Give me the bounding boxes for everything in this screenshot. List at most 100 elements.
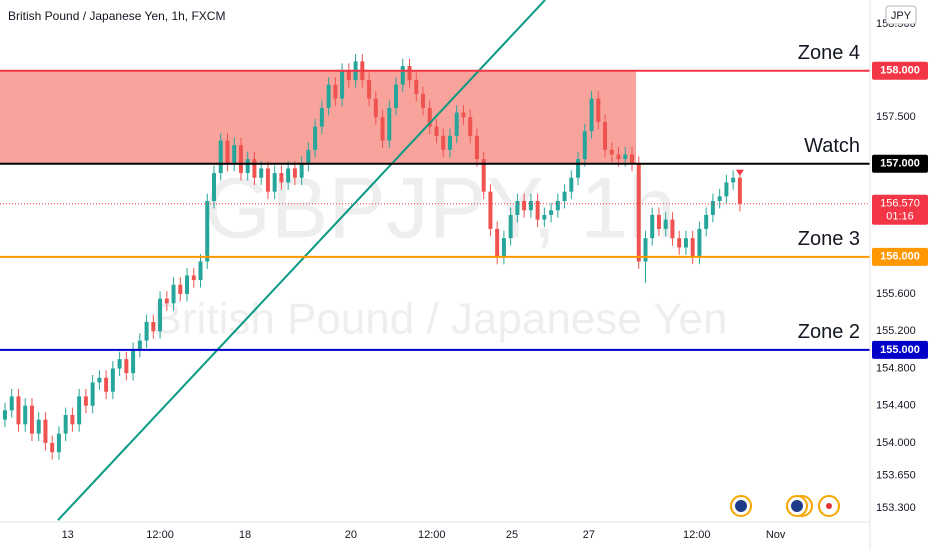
level-label-bg [872,61,928,80]
candle-body [609,149,614,155]
candle-body [279,173,284,183]
candle-body [43,419,48,443]
candle-body [441,135,446,150]
level-name: Zone 4 [798,42,860,64]
candle-body [582,131,587,160]
candle-body [420,93,425,108]
candle-body [522,200,527,211]
candle-body [124,359,129,374]
candle-body [488,191,493,229]
candle-body [461,112,466,118]
candle-body [690,238,695,257]
currency: JPY [891,10,912,22]
trendline [57,0,546,521]
candle-body [238,145,243,174]
candle-body [63,414,68,434]
y-tick-label: 153.300 [876,502,916,514]
candle-body [542,214,547,220]
candle-body [9,396,14,411]
candle-body [2,410,7,420]
level-label-bg [872,247,928,266]
candle-body [677,238,682,248]
candle-body [90,382,95,406]
candle-body [191,275,196,281]
candle-body [515,200,520,215]
title-bg [0,0,330,30]
candle-body [501,238,506,257]
candle-body [340,70,345,99]
countdown: 01:16 [886,211,914,223]
candle-body [596,98,601,122]
last-marker [735,169,744,176]
candle-body [387,107,392,141]
candle-body [643,238,648,262]
x-tick-label: Nov [766,529,786,541]
x-tick-label: 13 [62,529,74,541]
y-tick-label: 155.200 [876,325,916,337]
candle-body [528,200,533,211]
candle-body [232,145,237,164]
candle-body [394,84,399,108]
candle-body [616,154,621,160]
candle-body [724,182,729,197]
x-tick-label: 12:00 [146,529,174,541]
chart-title: British Pound / Japanese Yen, 1h, FXCM [8,9,225,23]
candle-body [110,368,115,392]
candle-body [225,140,230,164]
candle-body [333,84,338,99]
candle-body [474,135,479,160]
candle-body [636,163,641,262]
candle-body [185,275,190,295]
candle-body [373,98,378,118]
candle-body [36,419,41,434]
candle-body [427,107,432,127]
candle-body [663,219,668,229]
watermark: GBPJPY, 1h British Pound / Japanese Yen [153,161,728,344]
level-label: 158.000 [880,65,920,77]
y-tick-label: 154.000 [876,437,916,449]
candle-body [198,261,203,281]
candle-body [97,377,102,383]
plot [0,0,870,521]
candle-body [555,200,560,211]
candle-body [131,349,136,374]
candle-body [205,200,210,262]
y-tick-label: 153.650 [876,469,916,481]
flag [735,500,747,512]
candle-body [683,238,688,248]
candle-body [104,377,109,392]
candle-body [589,98,594,132]
candle-body [495,228,500,257]
candle-body [569,177,574,192]
candle-body [656,214,661,229]
candle-body [562,191,567,201]
zone [0,70,637,164]
x-tick-label: 20 [345,529,357,541]
candle-body [670,219,675,239]
x-tick-label: 18 [239,529,251,541]
level-label: 156.000 [880,251,920,263]
x-tick-label: 12:00 [418,529,446,541]
level-name: Zone 2 [798,321,860,343]
level-name: Watch [804,135,860,157]
candle-body [144,321,149,341]
candle-body [407,66,412,81]
candle-body [299,163,304,178]
candle-body [717,196,722,201]
y-tick-label: 154.800 [876,362,916,374]
candle-body [508,214,513,239]
candle-body [319,107,324,127]
candle-body [245,159,250,174]
candle-body [731,177,736,183]
candle-body [549,210,554,215]
x-tick-label: 12:00 [683,529,711,541]
candle-body [306,149,311,164]
currency-box[interactable] [885,5,917,25]
candle-body [158,298,163,332]
candle-body [292,168,297,178]
y-tick-label: 154.400 [876,400,916,412]
y-tick-label: 157.500 [876,111,916,123]
candle-body [447,135,452,150]
candle-body [367,80,372,99]
candle-body [286,168,291,183]
